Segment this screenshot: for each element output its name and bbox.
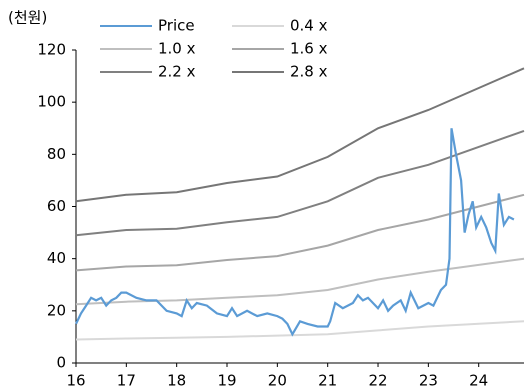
series-line — [75, 129, 525, 237]
y-tick-label: 80 — [47, 145, 66, 163]
x-tick-label: 16 — [66, 372, 85, 390]
legend-label: 0.4 x — [290, 17, 328, 35]
x-tick-label: 17 — [117, 372, 136, 390]
x-tick-label: 23 — [419, 372, 438, 390]
series-line — [75, 320, 525, 341]
x-tick-label: 24 — [469, 372, 488, 390]
series-line — [75, 193, 525, 272]
y-tick-label: 0 — [56, 354, 66, 372]
x-tick-label: 20 — [268, 372, 287, 390]
series-line — [75, 257, 525, 306]
y-tick-label: 120 — [37, 41, 66, 59]
y-axis-label: (천원) — [8, 9, 47, 27]
y-tick-label: 40 — [47, 249, 66, 267]
series-line — [75, 128, 515, 337]
x-tick-label: 22 — [368, 372, 387, 390]
legend-label: 2.2 x — [158, 63, 196, 81]
y-tick-label: 100 — [37, 93, 66, 111]
x-tick-label: 18 — [167, 372, 186, 390]
series-line — [75, 67, 525, 203]
x-tick-label: 19 — [217, 372, 236, 390]
legend-label: 1.6 x — [290, 40, 328, 58]
y-tick-label: 60 — [47, 197, 66, 215]
legend-label: 1.0 x — [158, 40, 196, 58]
legend-label: Price — [158, 17, 195, 35]
x-tick-label: 21 — [318, 372, 337, 390]
y-tick-label: 20 — [47, 301, 66, 319]
legend-label: 2.8 x — [290, 63, 328, 81]
